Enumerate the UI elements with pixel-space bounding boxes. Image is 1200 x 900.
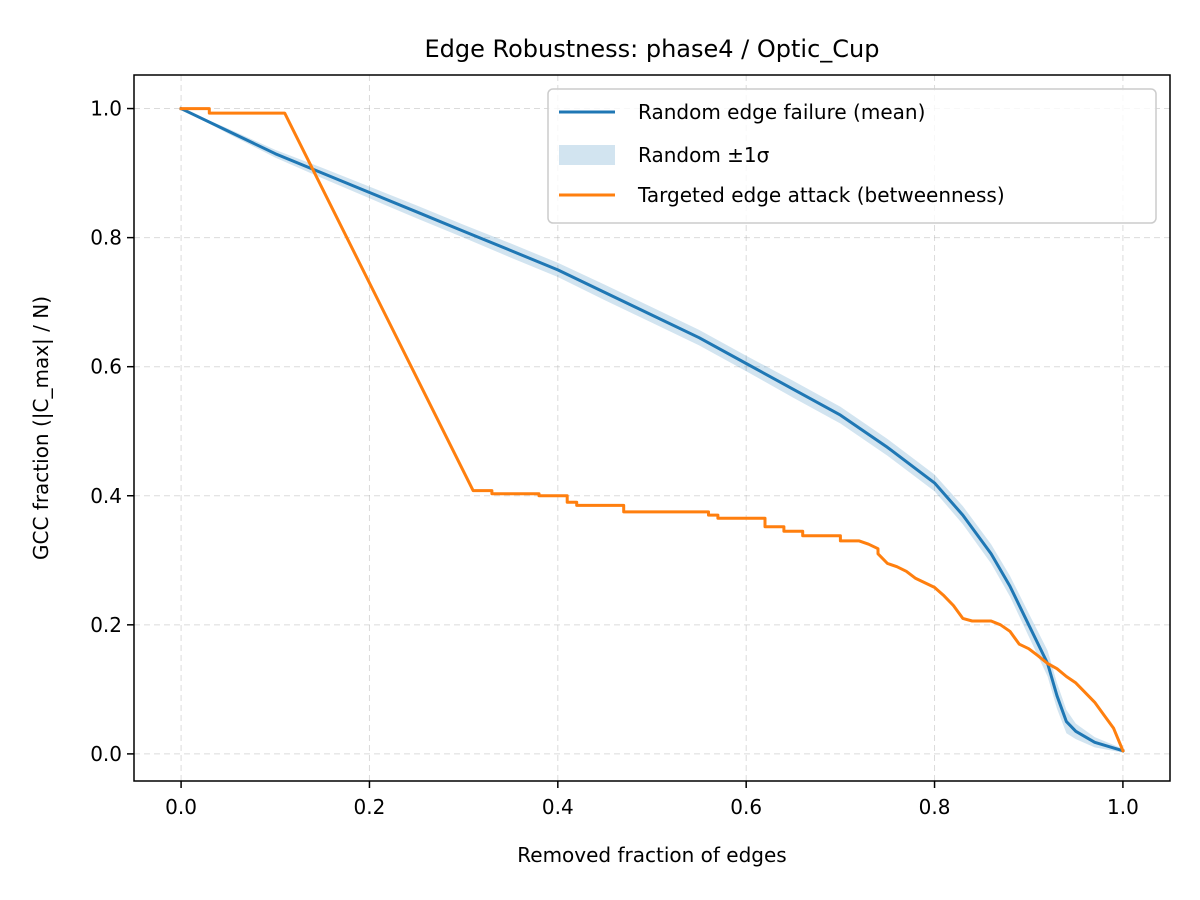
legend-box — [547, 88, 1157, 224]
y-tick-label: 0.4 — [90, 484, 122, 508]
legend-label-random-band: Random ±1σ — [638, 143, 770, 167]
x-tick-label: 0.8 — [919, 795, 951, 819]
series-random-mean-line — [179, 106, 1125, 753]
y-tick-label: 0.6 — [90, 355, 122, 379]
y-tick-label: 0.2 — [90, 613, 122, 637]
chart-title: Edge Robustness: phase4 / Optic_Cup — [424, 35, 879, 63]
legend-label-random-mean: Random edge failure (mean) — [638, 100, 925, 124]
x-tick-label: 0.4 — [542, 795, 574, 819]
x-tick-label: 0.0 — [165, 795, 197, 819]
y-tick-label: 0.0 — [90, 742, 122, 766]
x-tick-label: 0.6 — [730, 795, 762, 819]
x-tick-label: 0.2 — [354, 795, 386, 819]
lines-layer — [179, 106, 1125, 753]
legend-label-targeted: Targeted edge attack (betweenness) — [637, 183, 1005, 207]
y-tick-label: 0.8 — [90, 226, 122, 250]
y-axis-label: GCC fraction (|C_max| / N) — [29, 296, 53, 560]
series-targeted-line — [179, 107, 1125, 753]
ticks: 0.0 0.2 0.4 0.6 0.8 1.0 0.0 0.2 0.4 0.6 0.8 1.0 — [90, 97, 1139, 819]
x-tick-label: 1.0 — [1107, 795, 1139, 819]
legend: Random edge failure (mean) Random ±1σ Ta… — [547, 88, 1157, 224]
y-tick-label: 1.0 — [90, 97, 122, 121]
legend-swatch-random-band — [559, 145, 615, 165]
x-axis-label: Removed fraction of edges — [517, 843, 786, 867]
plot-frame — [133, 74, 1171, 782]
